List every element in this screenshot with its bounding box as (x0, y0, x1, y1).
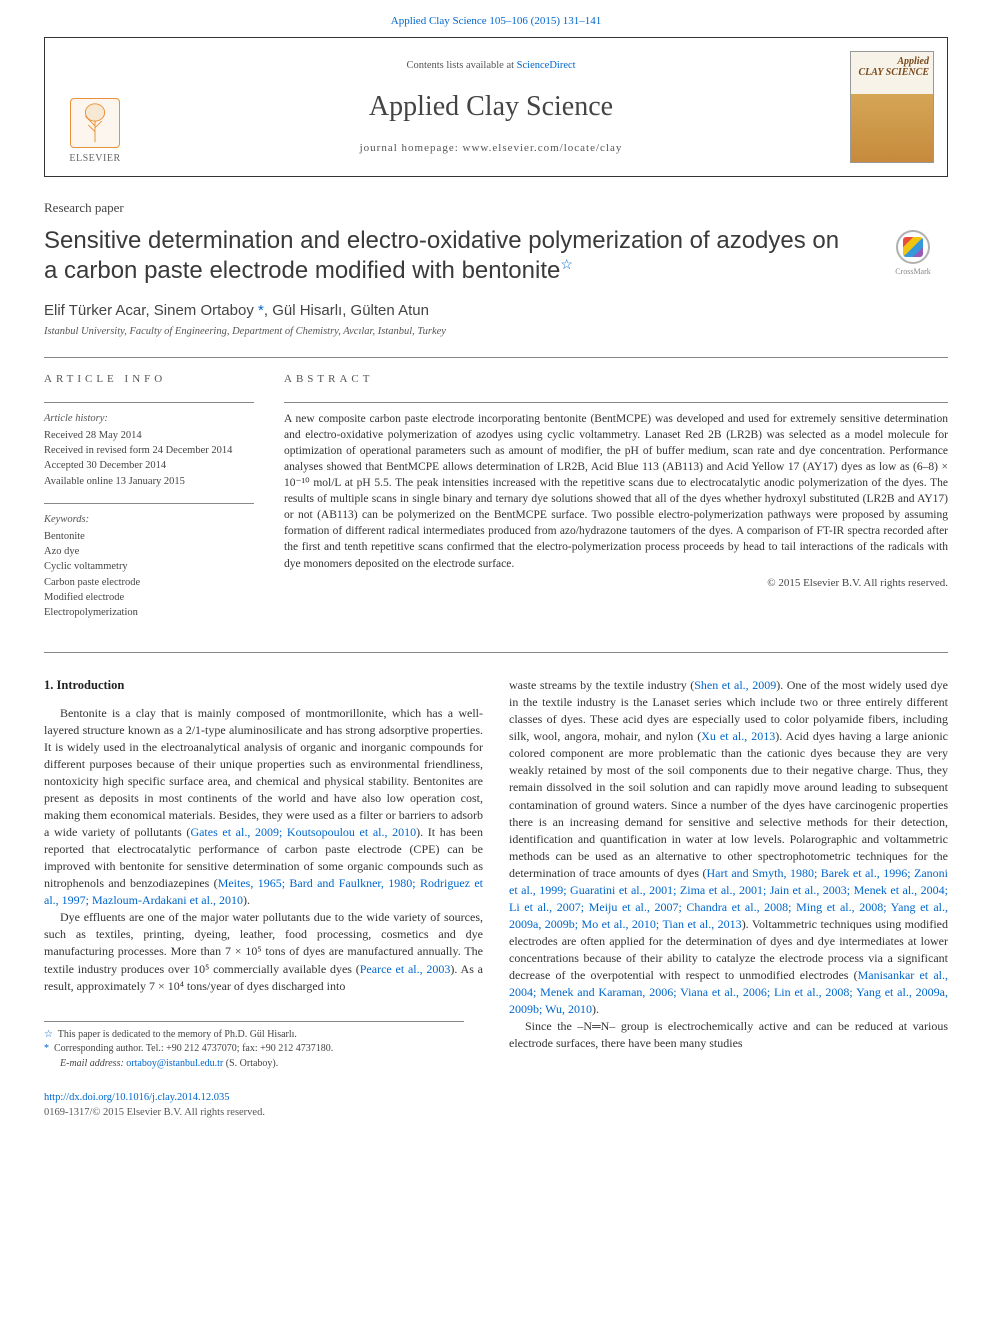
corresponding-author-mark[interactable]: * (258, 302, 264, 319)
keyword: Azo dye (44, 544, 254, 559)
article-title: Sensitive determination and electro-oxid… (44, 226, 858, 286)
dedication-note: This paper is dedicated to the memory of… (58, 1029, 297, 1040)
crossmark-badge[interactable]: CrossMark (878, 230, 948, 277)
divider (44, 652, 948, 653)
email-label: E-mail address: (60, 1058, 124, 1069)
sciencedirect-link[interactable]: ScienceDirect (517, 60, 576, 71)
body-paragraph: waste streams by the textile industry (S… (509, 677, 948, 1018)
corresponding-note: Corresponding author. Tel.: +90 212 4737… (54, 1043, 333, 1054)
contents-available-line: Contents lists available at ScienceDirec… (145, 59, 837, 74)
divider (44, 503, 254, 504)
body-paragraph: Bentonite is a clay that is mainly compo… (44, 705, 483, 909)
journal-homepage-url[interactable]: www.elsevier.com/locate/clay (463, 142, 623, 154)
article-info-sidebar: ARTICLE INFO Article history: Received 2… (44, 372, 254, 634)
divider (284, 402, 948, 403)
footer-block: http://dx.doi.org/10.1016/j.clay.2014.12… (44, 1091, 948, 1120)
date-online: Available online 13 January 2015 (44, 474, 254, 489)
author[interactable]: Gülten Atun (351, 302, 429, 319)
affiliation: Istanbul University, Faculty of Engineer… (44, 325, 948, 340)
article-info-heading: ARTICLE INFO (44, 372, 254, 387)
history-label: Article history: (44, 411, 254, 426)
author[interactable]: Gül Hisarlı (272, 302, 342, 319)
title-footnote-star[interactable]: ☆ (560, 256, 573, 272)
elsevier-tree-icon (70, 98, 120, 148)
abstract-text: A new composite carbon paste electrode i… (284, 411, 948, 572)
divider (44, 402, 254, 403)
authors-line: Elif Türker Acar, Sinem Ortaboy *, Gül H… (44, 300, 948, 321)
section-heading-introduction: 1. Introduction (44, 677, 483, 695)
abstract-section: ABSTRACT A new composite carbon paste el… (284, 372, 948, 634)
body-two-column: 1. Introduction Bentonite is a clay that… (44, 677, 948, 1071)
date-accepted: Accepted 30 December 2014 (44, 458, 254, 473)
citation-link[interactable]: Shen et al., 2009 (694, 678, 776, 692)
date-received: Received 28 May 2014 (44, 428, 254, 443)
body-paragraph: Since the –N═N– group is electrochemical… (509, 1018, 948, 1052)
abstract-heading: ABSTRACT (284, 372, 948, 387)
elsevier-text: ELSEVIER (60, 152, 130, 166)
body-paragraph: Dye effluents are one of the major water… (44, 909, 483, 994)
keyword: Cyclic voltammetry (44, 559, 254, 574)
citation-link[interactable]: Xu et al., 2013 (701, 729, 775, 743)
right-column: waste streams by the textile industry (S… (509, 677, 948, 1071)
date-revised: Received in revised form 24 December 201… (44, 443, 254, 458)
author[interactable]: Sinem Ortaboy (154, 302, 254, 319)
journal-citation-header: Applied Clay Science 105–106 (2015) 131–… (0, 0, 992, 37)
email-link[interactable]: ortaboy@istanbul.edu.tr (126, 1058, 223, 1069)
keywords-label: Keywords: (44, 512, 254, 527)
masthead: ELSEVIER Contents lists available at Sci… (44, 37, 948, 177)
crossmark-icon (896, 230, 930, 264)
asterisk-icon: * (44, 1043, 49, 1054)
footnotes-block: ☆ This paper is dedicated to the memory … (44, 1021, 464, 1072)
author[interactable]: Elif Türker Acar (44, 302, 145, 319)
keyword: Electropolymerization (44, 605, 254, 620)
article-type: Research paper (44, 199, 948, 217)
journal-homepage-line: journal homepage: www.elsevier.com/locat… (145, 141, 837, 156)
keyword: Modified electrode (44, 590, 254, 605)
elsevier-logo[interactable]: ELSEVIER (60, 98, 130, 166)
keyword: Carbon paste electrode (44, 575, 254, 590)
left-column: 1. Introduction Bentonite is a clay that… (44, 677, 483, 1071)
journal-cover-thumbnail[interactable]: AppliedCLAY SCIENCE (850, 51, 934, 163)
abstract-copyright: © 2015 Elsevier B.V. All rights reserved… (284, 576, 948, 591)
keyword: Bentonite (44, 529, 254, 544)
citation-link[interactable]: Gates et al., 2009; Koutsopoulou et al.,… (190, 825, 416, 839)
publisher-logo-area: ELSEVIER (45, 38, 145, 176)
star-icon: ☆ (44, 1029, 53, 1040)
journal-citation-link[interactable]: Applied Clay Science 105–106 (2015) 131–… (391, 15, 602, 27)
journal-name: Applied Clay Science (145, 87, 837, 126)
issn-copyright: 0169-1317/© 2015 Elsevier B.V. All right… (44, 1106, 948, 1121)
citation-link[interactable]: Pearce et al., 2003 (360, 962, 451, 976)
doi-link[interactable]: http://dx.doi.org/10.1016/j.clay.2014.12… (44, 1092, 230, 1103)
